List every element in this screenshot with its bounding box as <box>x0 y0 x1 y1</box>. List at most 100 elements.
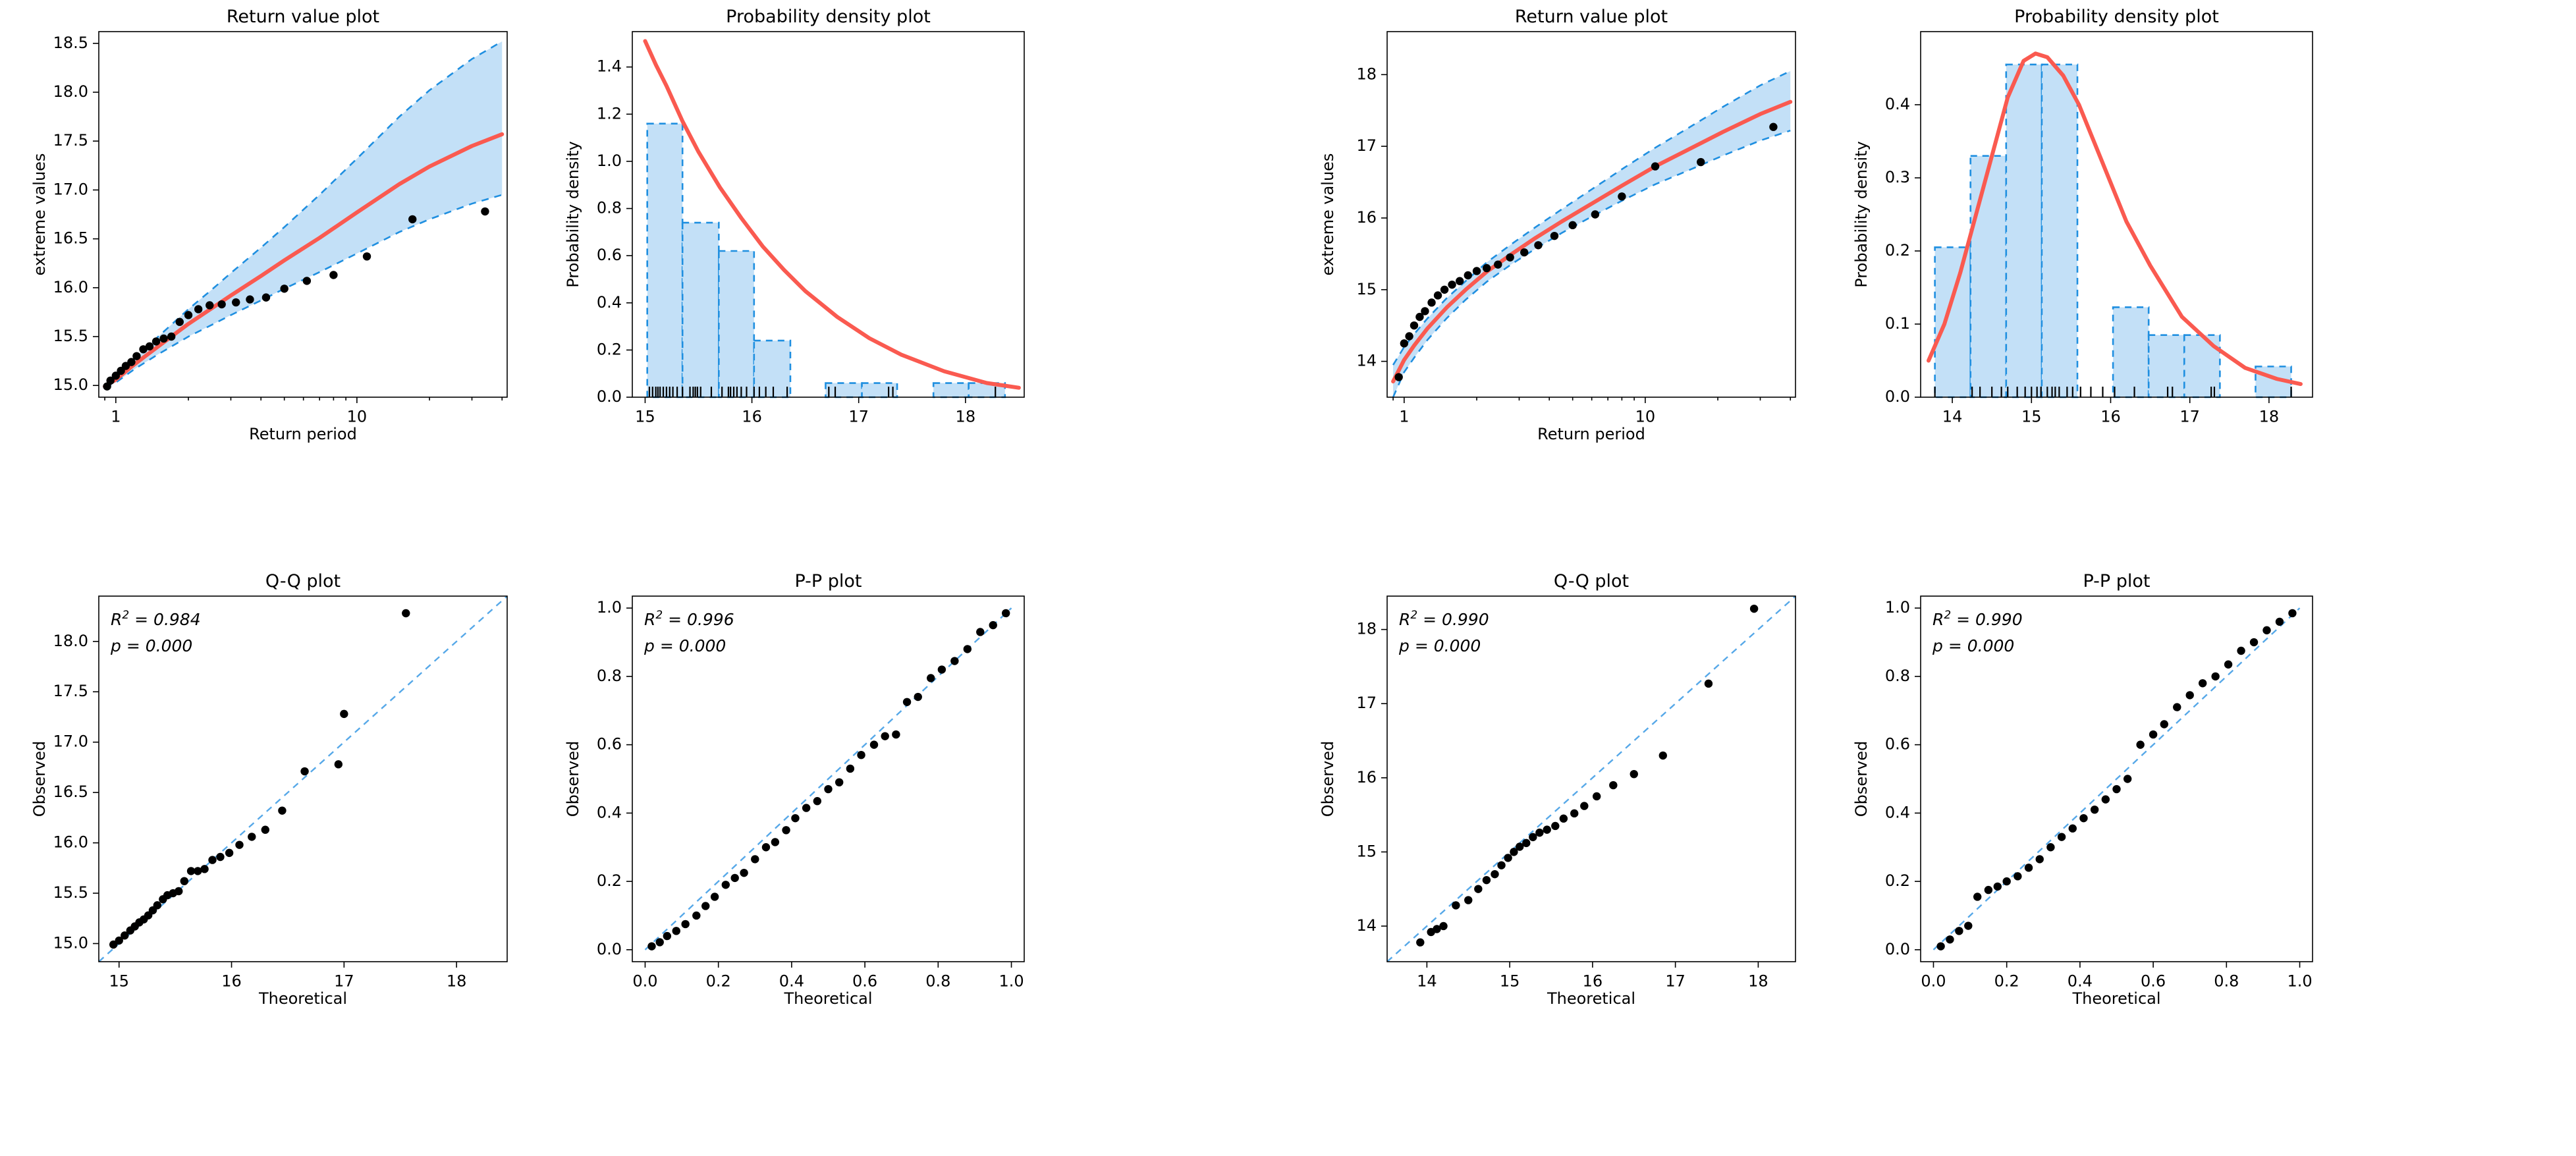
plot-title: Return value plot <box>227 7 379 27</box>
x-tick-label: 0.0 <box>632 972 657 991</box>
y-tick-label: 14 <box>1356 352 1377 370</box>
x-tick-label: 0.6 <box>852 972 877 991</box>
p-value-annotation: p = 0.000 <box>1398 636 1481 655</box>
x-tick-label: 10 <box>1635 408 1656 426</box>
data-point <box>261 293 271 302</box>
plot-title: Probability density plot <box>726 7 931 27</box>
x-tick-label: 0.8 <box>925 972 950 991</box>
y-tick-label: 17.5 <box>53 131 88 150</box>
data-point <box>2160 720 2168 729</box>
data-point <box>2249 638 2259 647</box>
goodness-of-fit-annotation: R2 = 0.984 p = 0.000 <box>110 609 201 655</box>
data-point <box>835 778 844 786</box>
x-tick-label: 18 <box>2259 408 2280 426</box>
data-point <box>1427 298 1436 307</box>
data-point <box>180 877 189 885</box>
data-point <box>408 215 417 224</box>
data-point <box>1551 821 1560 831</box>
data-point <box>235 840 244 849</box>
data-point <box>1520 248 1529 257</box>
x-axis: 14 15 16 17 18 Theoretical <box>1417 962 1768 1008</box>
data-point <box>2262 626 2271 635</box>
data-point <box>106 376 115 385</box>
plot-title: Return value plot <box>1515 7 1668 27</box>
data-point <box>1591 210 1600 219</box>
axes-frame <box>632 595 1025 962</box>
data-point <box>1609 781 1618 790</box>
y-tick-label: 15.0 <box>53 375 88 394</box>
r-squared-annotation: R2 = 0.990 <box>1399 609 1489 629</box>
data-point <box>111 372 121 380</box>
y-tick-label: 0.3 <box>1885 168 1910 186</box>
r-squared-annotation: R2 = 0.984 <box>111 609 201 629</box>
data-point <box>989 620 997 630</box>
data-point <box>2112 784 2121 794</box>
data-point <box>1448 280 1456 289</box>
y-axis: 0.0 0.2 0.4 0.6 0.8 1.0 1.2 1.4 Probability dens… <box>564 57 632 406</box>
data-point <box>1506 253 1514 261</box>
y-tick-label: 15 <box>1356 280 1377 298</box>
x-axis: 14 15 16 17 18 <box>1942 397 2279 426</box>
y-tick-label: 16 <box>1356 768 1377 786</box>
y-tick-label: 1.4 <box>597 57 622 76</box>
x-tick-label: 0.2 <box>1994 972 2019 991</box>
data-point <box>846 764 855 773</box>
data-point <box>902 698 912 706</box>
data-point <box>1946 935 1954 944</box>
data-point <box>167 332 176 341</box>
y-tick-label: 18.0 <box>53 632 88 650</box>
y-tick-label: 0.1 <box>1885 314 1910 333</box>
data-point <box>153 901 162 910</box>
data-point <box>246 295 254 304</box>
data-point <box>2101 795 2110 804</box>
plot-title: Q-Q plot <box>265 571 341 592</box>
y-axis-label: Observed <box>1319 741 1337 817</box>
y-tick-label: 0.0 <box>1885 940 1910 958</box>
data-point <box>1394 373 1403 381</box>
data-point <box>340 709 348 719</box>
data-point <box>1936 942 1945 950</box>
x-tick-label: 0.8 <box>2214 972 2239 991</box>
data-point <box>159 334 168 343</box>
data-point <box>1769 123 1778 131</box>
x-axis: 0.0 0.2 0.4 0.6 0.8 1.0 Theoretical <box>1921 962 2313 1008</box>
data-point <box>278 806 287 815</box>
plot-title: P-P plot <box>2083 571 2150 592</box>
data-point <box>2057 833 2066 841</box>
data-point <box>1494 260 1502 269</box>
y-tick-label: 15.5 <box>53 327 88 345</box>
data-point <box>881 732 889 740</box>
panel-left-pdf: Probability density plot 15 16 17 18 0.0 0.2 0.… <box>555 0 1041 458</box>
y-tick-label: 16.0 <box>53 278 88 296</box>
x-axis-label: Theoretical <box>1547 989 1635 1008</box>
reference-line <box>1932 607 2301 950</box>
data-point <box>248 833 256 841</box>
plot-title: P-P plot <box>794 571 862 592</box>
diagnostic-plot-group-left: Return value plot 1 10 Return period 15.0 15.… <box>30 0 1041 1008</box>
data-point <box>1522 839 1531 848</box>
data-point <box>2211 672 2220 681</box>
y-axis-label: Probability density <box>1852 141 1871 288</box>
data-point <box>1510 848 1518 856</box>
data-point <box>2198 679 2207 688</box>
data-point <box>1559 814 1568 823</box>
x-tick-label: 1.0 <box>999 972 1024 991</box>
data-point <box>701 902 710 910</box>
x-axis: 15 16 17 18 <box>635 397 975 426</box>
p-value-annotation: p = 0.000 <box>644 636 726 655</box>
histogram-bar <box>2041 63 2079 399</box>
x-tick-label: 18 <box>447 972 467 991</box>
data-point <box>1651 162 1660 171</box>
y-axis: 15.0 15.5 16.0 16.5 17.0 17.5 18.0 18.5 extreme … <box>30 34 99 394</box>
goodness-of-fit-annotation: R2 = 0.990 p = 0.000 <box>1932 609 2023 655</box>
data-point <box>1543 825 1551 834</box>
x-tick-label: 16 <box>221 972 242 991</box>
data-point <box>2014 872 2022 881</box>
data-point <box>175 887 183 896</box>
data-point <box>710 893 719 901</box>
x-tick-label: 16 <box>2100 408 2121 426</box>
data-point <box>208 856 217 864</box>
confidence-band <box>1393 70 1791 397</box>
data-point <box>1474 885 1483 893</box>
